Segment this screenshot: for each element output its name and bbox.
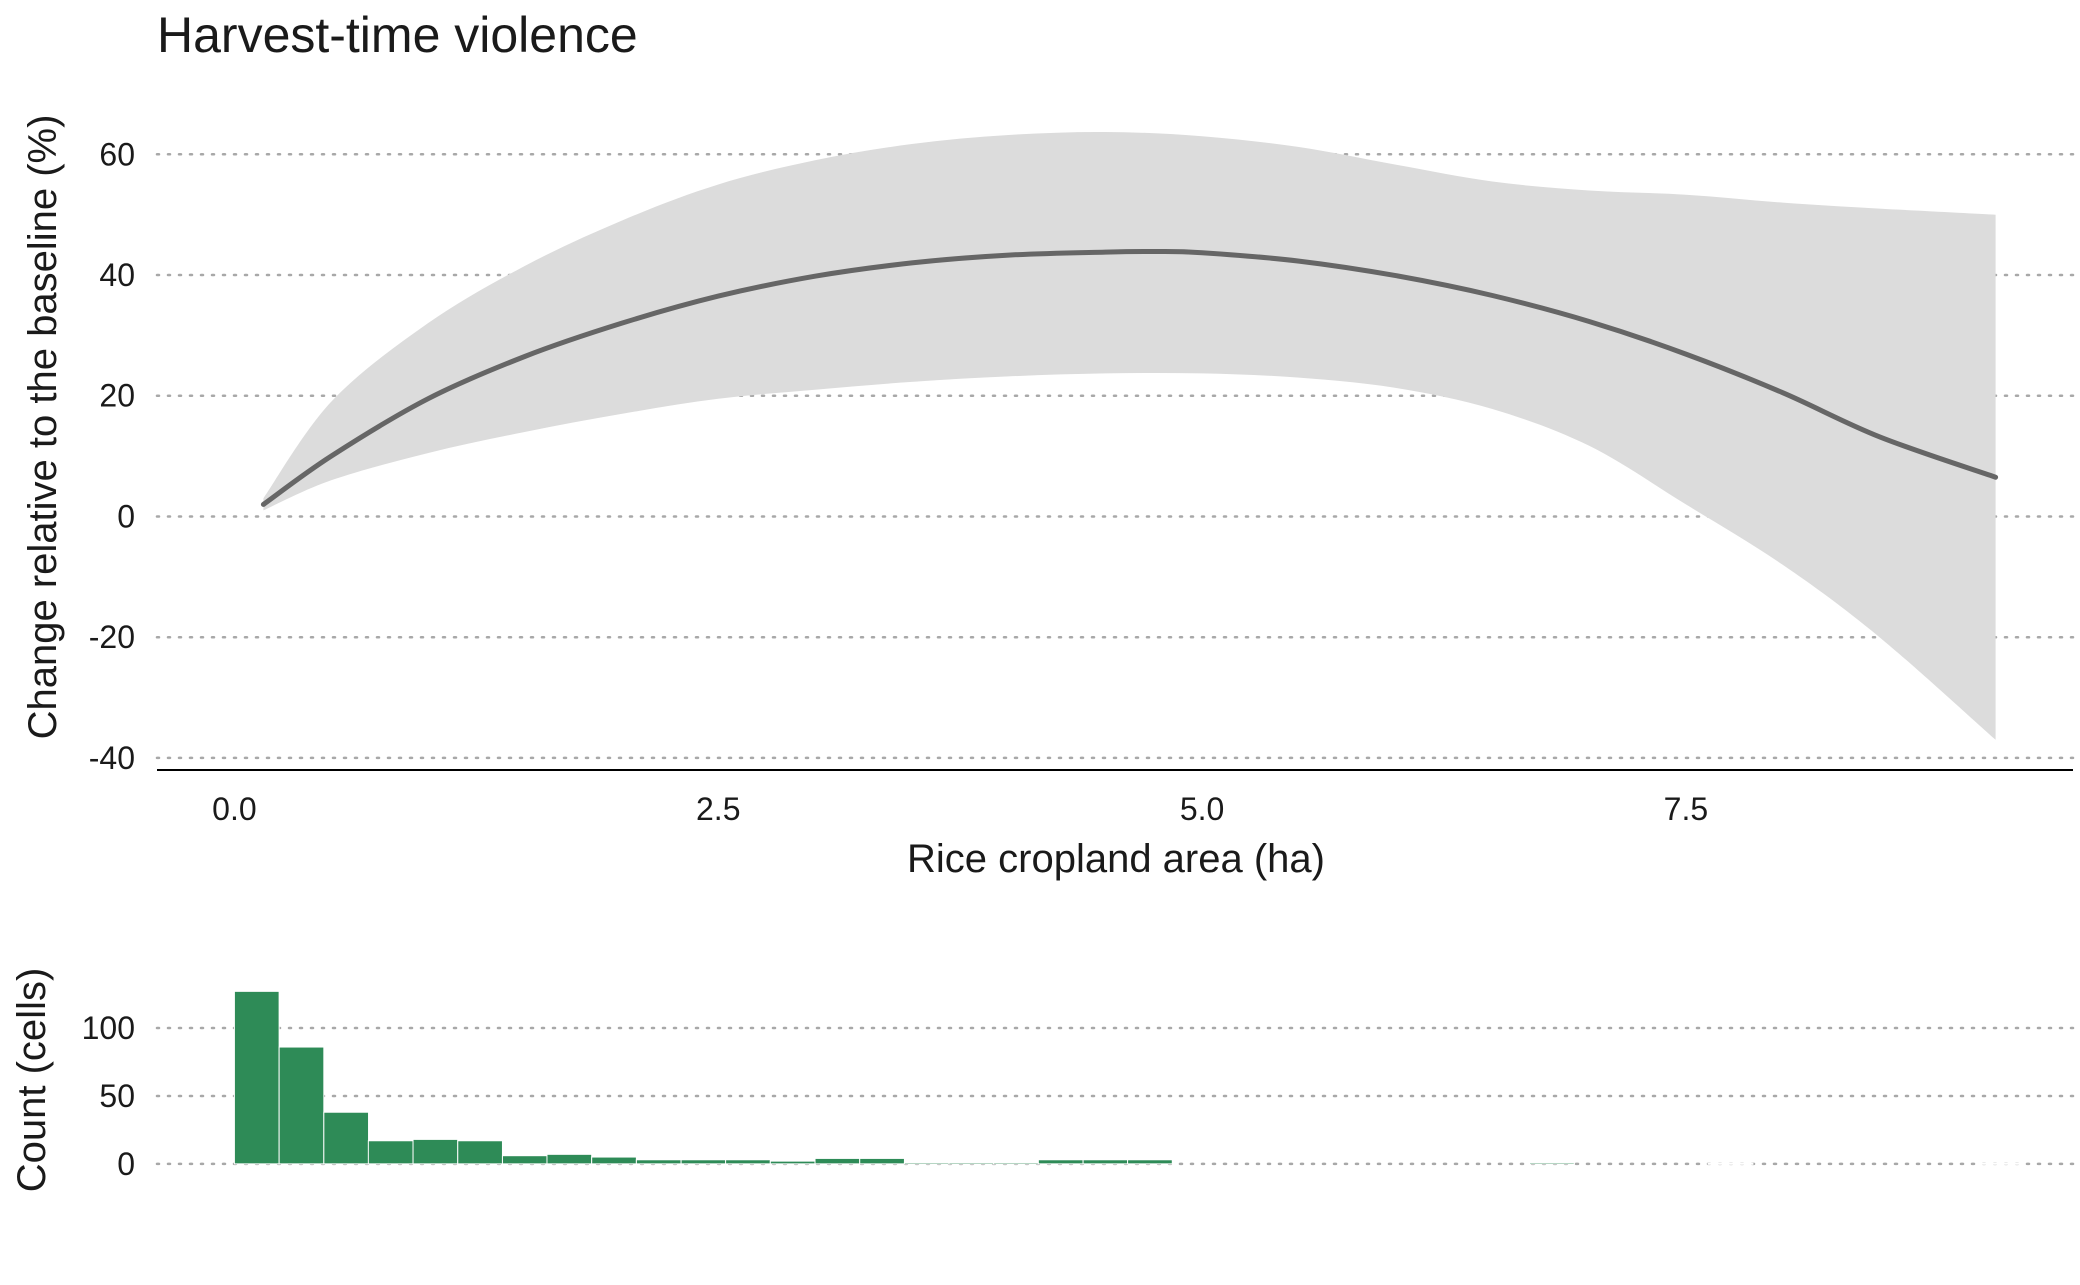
y-tick-label: 40 — [99, 257, 135, 293]
histogram-bar — [1529, 1161, 1575, 1165]
x-tick-labels: 0.0 2.5 5.0 7.5 — [212, 791, 1708, 827]
x-tick-label: 0.0 — [212, 791, 256, 827]
histogram-y-tick-labels: 0 50 100 — [82, 1010, 135, 1182]
histogram-y-tick-label: 50 — [99, 1078, 135, 1114]
y-tick-labels: -40 -20 0 20 40 60 — [89, 136, 135, 776]
x-tick-label: 5.0 — [1180, 791, 1224, 827]
histogram-y-tick-label: 0 — [117, 1146, 135, 1182]
histogram-bar — [903, 1161, 950, 1165]
histogram-bar — [367, 1140, 414, 1165]
histogram-y-tick-label: 100 — [82, 1010, 135, 1046]
x-tick-label: 2.5 — [696, 791, 740, 827]
fit-line — [260, 248, 1999, 507]
x-tick-label: 7.5 — [1664, 791, 1708, 827]
histogram-bar — [725, 1159, 771, 1165]
histogram-bar — [948, 1161, 995, 1165]
histogram-bar — [323, 1111, 370, 1165]
histogram-bar — [1037, 1159, 1084, 1165]
y-tick-label: 20 — [99, 378, 135, 414]
histogram-bar — [1707, 1162, 1754, 1165]
histogram-bar — [680, 1159, 727, 1165]
histogram-bar — [1082, 1159, 1129, 1165]
histogram-bar — [635, 1159, 682, 1165]
histogram-bar — [1127, 1159, 1173, 1165]
histogram-bars — [233, 990, 2022, 1165]
y-tick-label: 0 — [117, 498, 135, 534]
histogram-bar — [412, 1138, 459, 1165]
histogram-bar — [769, 1160, 816, 1165]
histogram-bar — [993, 1161, 1039, 1165]
histogram-bar — [233, 990, 280, 1165]
y-axis-title: Change relative to the baseline (%) — [21, 115, 65, 740]
y-tick-label: -20 — [89, 619, 135, 655]
histogram-bar — [859, 1157, 905, 1165]
histogram-bar — [501, 1155, 548, 1165]
histogram-bar — [814, 1157, 861, 1165]
y-tick-label: -40 — [89, 740, 135, 776]
x-axis-title: Rice cropland area (ha) — [907, 837, 1325, 881]
histogram-bar — [457, 1140, 503, 1165]
histogram-bar — [1975, 1162, 2022, 1165]
histogram-bar — [278, 1046, 325, 1165]
chart-title: Harvest-time violence — [157, 7, 638, 63]
confidence-ribbon — [263, 131, 1996, 740]
histogram-bar — [546, 1153, 593, 1165]
histogram-bar — [591, 1156, 637, 1165]
histogram-y-axis-title: Count (cells) — [10, 968, 54, 1193]
y-tick-label: 60 — [99, 136, 135, 172]
